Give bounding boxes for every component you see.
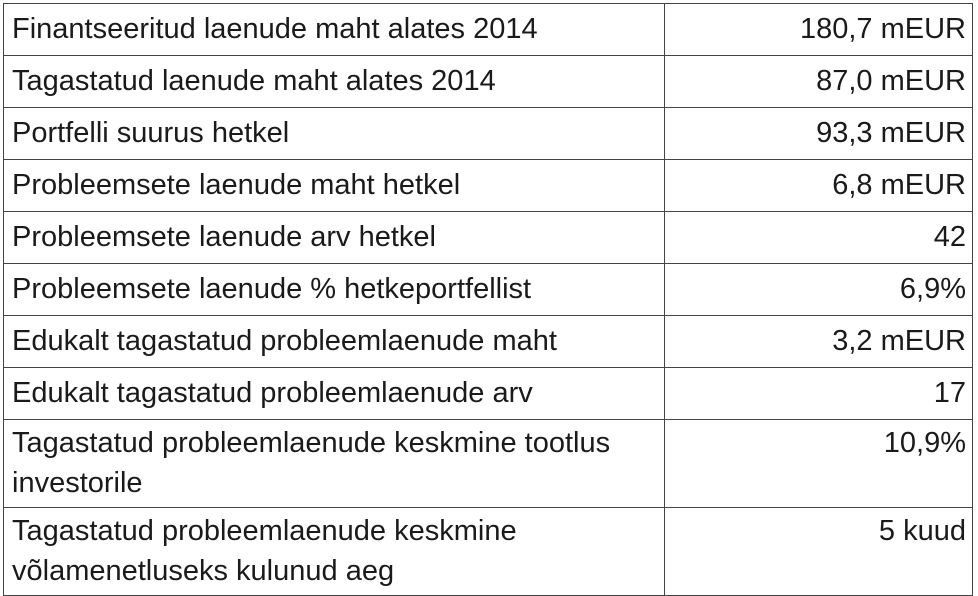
row-label: Probleemsete laenude maht hetkel	[3, 159, 665, 212]
loan-statistics-table: Finantseeritud laenude maht alates 2014 …	[3, 3, 973, 596]
table-row: Portfelli suurus hetkel 93,3 mEUR	[3, 107, 973, 160]
row-value: 6,9%	[664, 263, 973, 316]
row-value: 5 kuud	[664, 507, 973, 596]
table-row: Probleemsete laenude % hetkeportfellist …	[3, 263, 973, 316]
table-row: Probleemsete laenude maht hetkel 6,8 mEU…	[3, 159, 973, 212]
table-row: Tagastatud probleemlaenude keskmine toot…	[3, 419, 973, 508]
row-label: Edukalt tagastatud probleemlaenude maht	[3, 315, 665, 368]
row-value: 17	[664, 367, 973, 420]
table-row: Edukalt tagastatud probleemlaenude maht …	[3, 315, 973, 368]
row-label: Edukalt tagastatud probleemlaenude arv	[3, 367, 665, 420]
table-row: Probleemsete laenude arv hetkel 42	[3, 211, 973, 264]
row-label: Finantseeritud laenude maht alates 2014	[3, 3, 665, 56]
row-value: 10,9%	[664, 419, 973, 508]
row-value: 87,0 mEUR	[664, 55, 973, 108]
table-row: Tagastatud laenude maht alates 2014 87,0…	[3, 55, 973, 108]
table-row: Tagastatud probleemlaenude keskmine võla…	[3, 507, 973, 596]
row-label: Portfelli suurus hetkel	[3, 107, 665, 160]
row-value: 180,7 mEUR	[664, 3, 973, 56]
row-value: 93,3 mEUR	[664, 107, 973, 160]
table-row: Edukalt tagastatud probleemlaenude arv 1…	[3, 367, 973, 420]
row-label: Tagastatud probleemlaenude keskmine võla…	[3, 507, 665, 596]
row-label: Probleemsete laenude arv hetkel	[3, 211, 665, 264]
row-label: Tagastatud probleemlaenude keskmine toot…	[3, 419, 665, 508]
row-label: Probleemsete laenude % hetkeportfellist	[3, 263, 665, 316]
row-value: 42	[664, 211, 973, 264]
row-label: Tagastatud laenude maht alates 2014	[3, 55, 665, 108]
row-value: 6,8 mEUR	[664, 159, 973, 212]
row-value: 3,2 mEUR	[664, 315, 973, 368]
table-row: Finantseeritud laenude maht alates 2014 …	[3, 3, 973, 56]
